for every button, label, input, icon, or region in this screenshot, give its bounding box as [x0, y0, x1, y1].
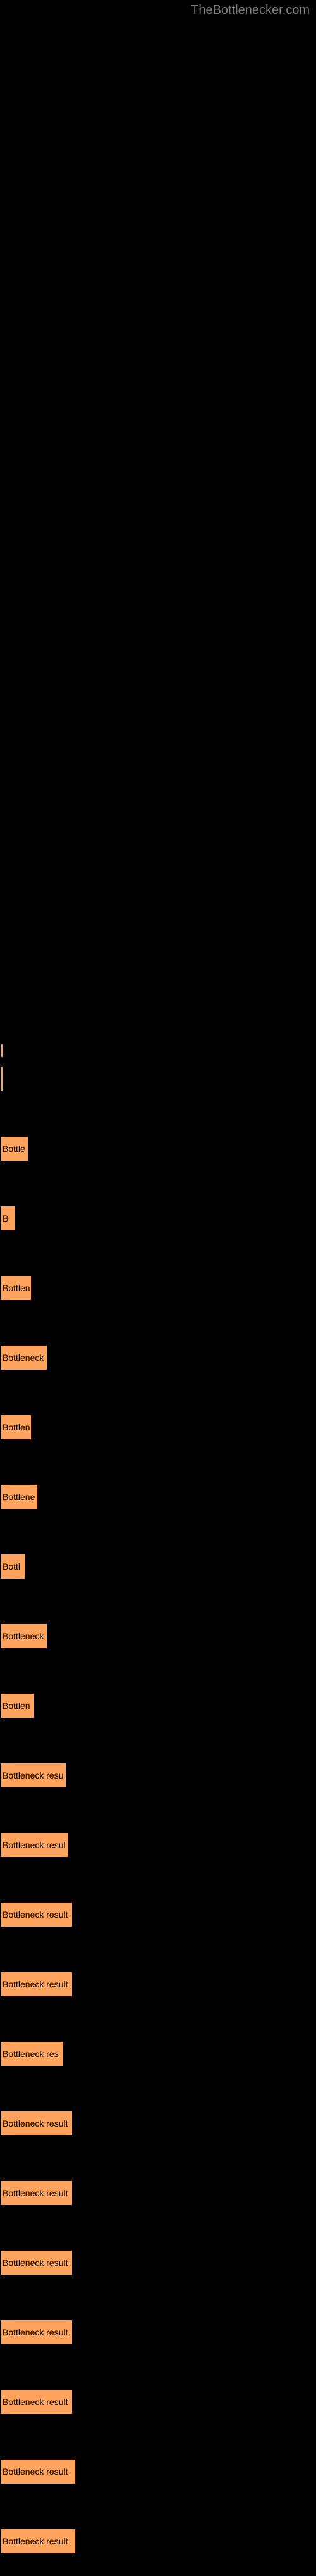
bar-label: Bottle: [3, 1144, 25, 1154]
chart-bar: Bottlen: [0, 1693, 35, 1718]
bar-row: B: [0, 1184, 316, 1253]
bar-label: Bottlen: [3, 1701, 30, 1711]
chart-bar: Bottleneck resu: [0, 1763, 66, 1788]
bar-label: Bottleneck resu: [3, 1770, 64, 1780]
bar-row: Bottleneck: [0, 1323, 316, 1392]
chart-bar: Bottleneck result: [0, 1972, 73, 1997]
chart-bar: Bottleneck result: [0, 2529, 76, 2554]
bar-label: Bottlen: [3, 1422, 30, 1432]
bar-row: Bottleneck: [0, 1601, 316, 1671]
bar-label: B: [3, 1213, 8, 1223]
bar-row: Bottleneck resu: [0, 1741, 316, 1810]
chart-bar: Bottleneck result: [0, 1902, 73, 1927]
bar-row: Bottlen: [0, 1392, 316, 1462]
bar-row: Bottleneck result: [0, 2158, 316, 2228]
bar-row: Bottleneck res: [0, 2019, 316, 2089]
chart-bar: Bottleneck res: [0, 2041, 63, 2066]
bar-row: Bottlen: [0, 1253, 316, 1323]
bar-label: Bottleneck: [3, 1353, 44, 1363]
bar-row: [0, 1044, 316, 1114]
bar-label: Bottl: [3, 1561, 20, 1572]
chart-bar: Bottleneck result: [0, 2250, 73, 2275]
bar-label: Bottleneck: [3, 1631, 44, 1641]
bar-label: Bottleneck result: [3, 2118, 68, 2129]
chart-bar: Bottlen: [0, 1415, 32, 1440]
bars-container: Bottle B Bottlen Bottleneck Bottlen Bottlene B…: [0, 1044, 316, 2576]
bar-row: Bottleneck result: [0, 1949, 316, 2019]
bar-row: Bottleneck result: [0, 2298, 316, 2367]
bar-row: Bottleneck result: [0, 1880, 316, 1949]
bar-label: Bottleneck result: [3, 2258, 68, 2268]
chart-bar: Bottl: [0, 1554, 25, 1579]
bar-row: Bottlen: [0, 1671, 316, 1741]
bar-label: Bottleneck result: [3, 1979, 68, 1989]
chart-bar: Bottlen: [0, 1275, 32, 1301]
bar-label: Bottleneck result: [3, 1910, 68, 1920]
bar-label: Bottleneck resul: [3, 1840, 66, 1850]
chart-bar: Bottleneck: [0, 1345, 47, 1370]
chart-bar: Bottleneck result: [0, 2389, 73, 2415]
bar-row: Bottleneck result: [0, 2437, 316, 2506]
bar-row: Bottlene: [0, 1462, 316, 1532]
chart-bar: Bottleneck result: [0, 2111, 73, 2136]
bar-row: Bottleneck result: [0, 2228, 316, 2298]
chart-bar: Bottleneck result: [0, 2459, 76, 2484]
chart-bar: [0, 1066, 3, 1092]
chart-bar: Bottleneck: [0, 1623, 47, 1649]
chart-bar: Bottlene: [0, 1484, 38, 1510]
chart-bar: Bottleneck result: [0, 2180, 73, 2206]
bar-label: Bottleneck result: [3, 2327, 68, 2337]
bar-row: Bottleneck result: [0, 2506, 316, 2576]
bar-row: Bottleneck result: [0, 2367, 316, 2437]
bar-label: Bottleneck result: [3, 2467, 68, 2477]
bar-row: Bottleneck resul: [0, 1810, 316, 1880]
chart-bar: Bottle: [0, 1136, 28, 1161]
bar-row: Bottle: [0, 1114, 316, 1184]
bar-row: Bottl: [0, 1532, 316, 1601]
bar-label: Bottlene: [3, 1492, 35, 1502]
chart-bar: B: [0, 1206, 16, 1231]
bar-label: Bottleneck result: [3, 2536, 68, 2546]
bar-label: Bottleneck res: [3, 2049, 59, 2059]
bar-row: Bottleneck result: [0, 2089, 316, 2158]
bar-label: Bottleneck result: [3, 2188, 68, 2198]
chart-bar: Bottleneck resul: [0, 1832, 68, 1858]
bar-label: Bottleneck result: [3, 2397, 68, 2407]
bar-chart: Bottle B Bottlen Bottleneck Bottlen Bottlene B…: [0, 0, 316, 2576]
chart-bar: Bottleneck result: [0, 2320, 73, 2345]
bar-label: Bottlen: [3, 1283, 30, 1293]
